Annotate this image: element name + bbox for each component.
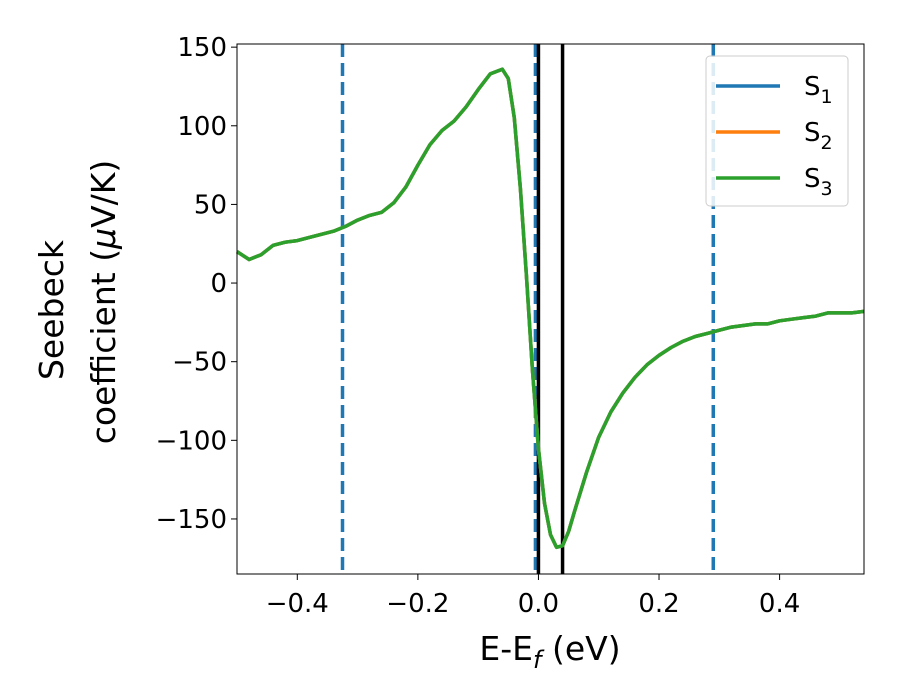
reference-lines xyxy=(340,44,716,574)
y-tick-label: −150 xyxy=(156,505,227,535)
y-tick-label: −50 xyxy=(172,348,227,378)
y-axis-title-line2: coefficient (μV/K) xyxy=(84,160,123,445)
x-axis: −0.4 −0.2 0.0 0.2 0.4 xyxy=(266,574,800,619)
x-tick-label: −0.2 xyxy=(386,589,449,619)
y-tick-label: 50 xyxy=(194,190,227,220)
x-tick-label: 0.2 xyxy=(638,589,679,619)
y-axis-title-line1: Seebeck xyxy=(32,239,71,380)
legend-label-s3: S3 xyxy=(804,164,833,200)
x-tick-label: 0.0 xyxy=(518,589,559,619)
y-tick-label: 150 xyxy=(177,33,227,63)
x-axis-title: E-Ef (eV) xyxy=(479,629,620,674)
legend-label-s1: S1 xyxy=(804,72,833,108)
plot-frame xyxy=(236,43,865,575)
legend-label-s2: S2 xyxy=(804,118,833,154)
y-tick-label: 100 xyxy=(177,112,227,142)
series-group xyxy=(236,67,865,550)
x-tick-label: 0.4 xyxy=(759,589,800,619)
y-axis: 150 100 50 0 −50 −100 −150 xyxy=(156,33,237,535)
series-line-s3 xyxy=(236,67,865,550)
y-tick-label: −100 xyxy=(156,426,227,456)
legend: S1 S2 S3 xyxy=(705,55,849,207)
y-tick-label: 0 xyxy=(210,269,227,299)
x-tick-label: −0.4 xyxy=(266,589,329,619)
